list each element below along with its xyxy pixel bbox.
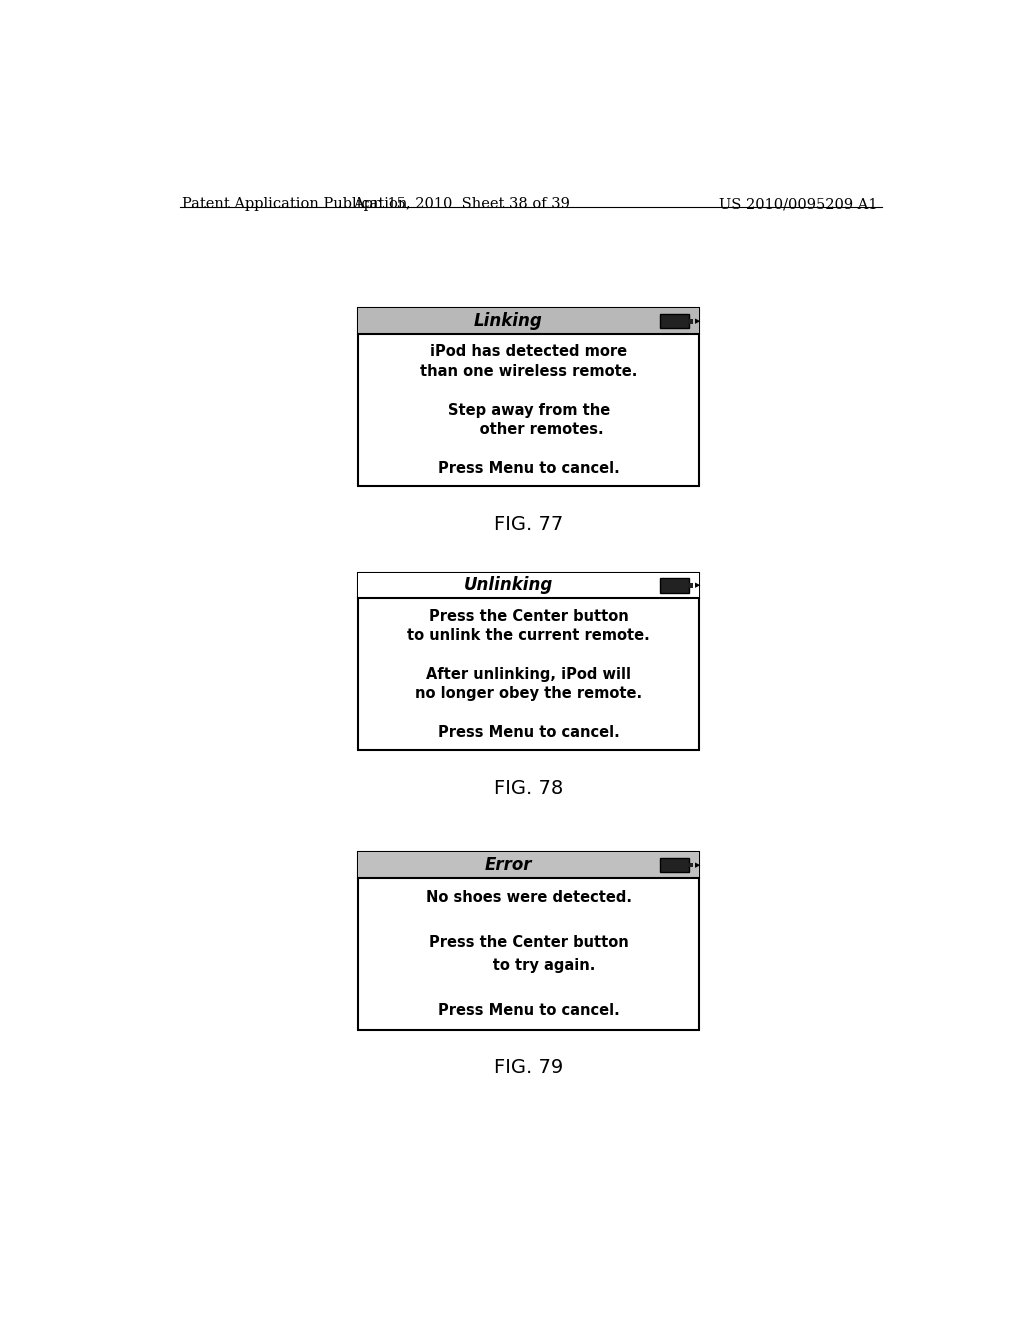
Text: FIG. 77: FIG. 77 <box>495 515 563 533</box>
Text: FIG. 78: FIG. 78 <box>495 779 563 797</box>
Text: to unlink the current remote.: to unlink the current remote. <box>408 628 650 643</box>
Text: Unlinking: Unlinking <box>464 577 553 594</box>
Text: Step away from the: Step away from the <box>447 403 610 417</box>
Bar <box>660 314 689 329</box>
Text: other remotes.: other remotes. <box>454 422 603 437</box>
Text: Press Menu to cancel.: Press Menu to cancel. <box>438 725 620 741</box>
Text: No shoes were detected.: No shoes were detected. <box>426 890 632 906</box>
Text: iPod has detected more: iPod has detected more <box>430 345 628 359</box>
Text: than one wireless remote.: than one wireless remote. <box>420 364 638 379</box>
Text: Press Menu to cancel.: Press Menu to cancel. <box>438 1003 620 1018</box>
Bar <box>358 853 699 878</box>
Text: ▶: ▶ <box>695 318 700 325</box>
Bar <box>660 858 689 873</box>
Bar <box>689 318 693 323</box>
Text: After unlinking, iPod will: After unlinking, iPod will <box>426 667 631 682</box>
Bar <box>358 853 699 1030</box>
Bar <box>660 578 689 593</box>
Bar <box>358 309 699 334</box>
Bar <box>358 573 699 598</box>
Text: Patent Application Publication: Patent Application Publication <box>182 197 408 211</box>
Text: Apr. 15, 2010  Sheet 38 of 39: Apr. 15, 2010 Sheet 38 of 39 <box>353 197 569 211</box>
Text: Press the Center button: Press the Center button <box>429 935 629 950</box>
Text: ▶: ▶ <box>695 862 700 869</box>
Text: ▶: ▶ <box>695 582 700 589</box>
Text: Press the Center button: Press the Center button <box>429 609 629 623</box>
Bar <box>689 862 693 867</box>
Text: no longer obey the remote.: no longer obey the remote. <box>415 686 642 701</box>
Text: Linking: Linking <box>474 313 543 330</box>
Text: FIG. 79: FIG. 79 <box>495 1059 563 1077</box>
Text: to try again.: to try again. <box>462 958 595 973</box>
Text: Press Menu to cancel.: Press Menu to cancel. <box>438 461 620 477</box>
Text: US 2010/0095209 A1: US 2010/0095209 A1 <box>720 197 878 211</box>
Bar <box>689 583 693 587</box>
Text: Error: Error <box>484 855 532 874</box>
Bar <box>358 573 699 751</box>
Bar <box>358 309 699 486</box>
